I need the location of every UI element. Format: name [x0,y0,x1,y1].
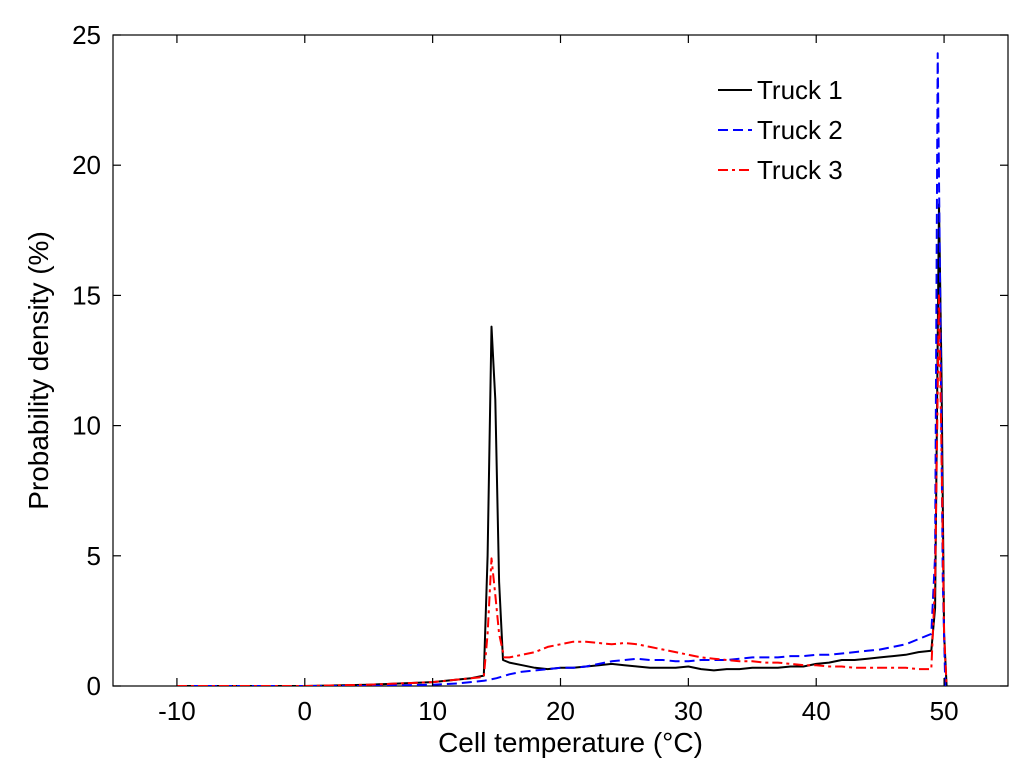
plot-area [112,34,1009,687]
x-tick-label: -10 [158,696,196,726]
x-tick-label: 10 [418,696,447,726]
legend-label-truck-2: Truck 2 [757,115,843,145]
series-layer [176,52,948,686]
y-axis-label: Probability density (%) [23,231,54,510]
ticks-layer: -10 0 10 20 30 40 50 0 5 10 15 20 25 [72,20,1008,726]
legend-label-truck-1: Truck 1 [757,75,843,105]
x-axis-label: Cell temperature (°C) [438,727,703,758]
legend-label-truck-3: Truck 3 [757,155,843,185]
series-line-truck-1 [176,203,948,686]
x-tick-label: 0 [298,696,312,726]
y-tick-label: 25 [72,20,101,50]
y-tick-label: 5 [87,541,101,571]
y-tick-label: 20 [72,150,101,180]
y-tick-label: 0 [87,671,101,701]
legend-item-truck-2: Truck 2 [718,115,843,145]
legend: Truck 1 Truck 2 Truck 3 [718,75,843,185]
legend-item-truck-1: Truck 1 [718,75,843,105]
y-tick-label: 10 [72,411,101,441]
x-tick-label: 40 [802,696,831,726]
legend-item-truck-3: Truck 3 [718,155,843,185]
x-tick-label: 30 [674,696,703,726]
series-line-truck-2 [176,52,947,686]
plot-frame [112,34,1009,687]
series-line-truck-3 [176,294,948,686]
x-tick-label: 20 [546,696,575,726]
y-tick-label: 15 [72,280,101,310]
x-tick-label: 50 [930,696,959,726]
